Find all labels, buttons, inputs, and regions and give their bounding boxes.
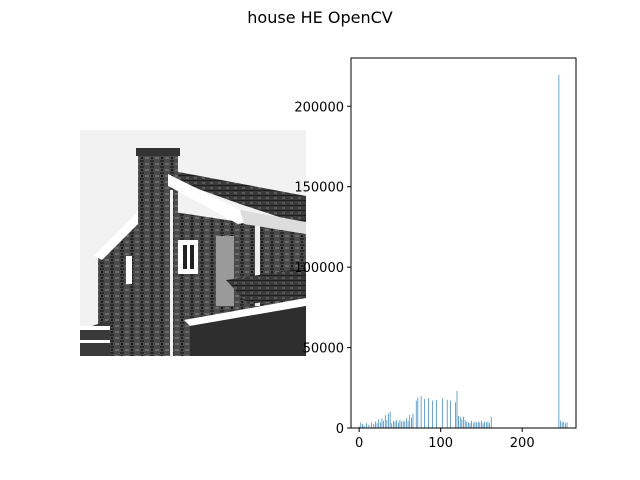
histogram-bar	[469, 423, 471, 428]
histogram-bar	[456, 391, 458, 428]
histogram-bar	[383, 420, 384, 428]
histogram-bar	[490, 416, 492, 428]
histogram-bar	[566, 422, 568, 428]
histogram-bar	[424, 399, 425, 428]
histogram-bar	[388, 413, 389, 428]
plot-frame	[350, 57, 577, 429]
histogram-bar	[477, 421, 479, 428]
histogram-bar	[402, 420, 404, 428]
histogram-bar	[391, 423, 393, 428]
x-axis: 0 100 200	[355, 428, 535, 451]
histogram-bar	[486, 422, 487, 428]
histogram-bar	[366, 423, 367, 428]
histogram-bar	[484, 421, 486, 428]
histogram-bar	[458, 415, 459, 428]
histogram-bar	[363, 425, 365, 428]
histogram-bar	[476, 422, 477, 428]
histogram-bar	[428, 398, 429, 428]
histogram-bar	[415, 400, 417, 428]
histogram-bar	[463, 416, 464, 428]
histogram-bar	[409, 415, 411, 428]
histogram-bar	[471, 420, 472, 428]
y-axis: 0 50000 100000 150000 200000	[294, 100, 351, 437]
histogram-bar	[417, 397, 419, 428]
histogram-bar	[561, 422, 563, 428]
histogram-bar	[396, 419, 397, 428]
y-tick-label: 100000	[294, 261, 344, 276]
histogram-bar	[358, 426, 360, 428]
histogram-bar	[389, 411, 391, 428]
histogram-bar	[481, 420, 482, 428]
y-tick-label: 0	[336, 422, 344, 437]
y-tick-label: 200000	[294, 100, 344, 115]
histogram-bar	[468, 422, 469, 428]
histogram-bar	[371, 422, 372, 428]
histogram-bar	[459, 416, 461, 428]
x-tick-label: 200	[510, 436, 535, 451]
histogram-bar	[487, 421, 489, 428]
histogram-bar	[455, 402, 456, 428]
histogram-bar	[461, 419, 463, 428]
histogram-bar	[394, 421, 396, 428]
histogram-bar	[466, 421, 468, 428]
histogram-bar	[482, 423, 484, 428]
histogram-bar	[432, 400, 433, 428]
histogram-bar	[407, 420, 409, 428]
histogram-bar	[436, 399, 437, 428]
histogram-bar	[441, 398, 443, 428]
histogram-bar	[474, 421, 476, 428]
histogram-bar	[450, 400, 451, 428]
histogram-bar	[360, 422, 362, 428]
histogram-bar	[411, 417, 412, 428]
histogram-bar	[368, 424, 370, 428]
histogram-bar	[446, 399, 448, 428]
histogram-bar	[406, 418, 407, 428]
histogram-bar	[386, 419, 388, 428]
histogram-bar	[558, 74, 560, 429]
histogram-bar	[565, 423, 566, 428]
histogram-bar	[464, 419, 466, 428]
histogram-bar	[472, 423, 474, 428]
y-tick-label: 50000	[303, 342, 344, 357]
figure-title: house HE OpenCV	[247, 8, 393, 27]
histogram-bar	[384, 415, 386, 428]
histogram-bar	[362, 423, 363, 428]
histogram-bar	[420, 395, 422, 428]
histogram-bar	[373, 423, 375, 428]
x-tick-label: 100	[428, 436, 453, 451]
histogram-bar	[399, 419, 401, 428]
histogram-bar	[381, 418, 383, 428]
histogram-bar	[375, 421, 376, 428]
histogram-bar	[397, 422, 399, 428]
histogram-bar	[401, 421, 402, 428]
histogram-bar	[479, 422, 481, 428]
histogram-bar	[393, 420, 394, 428]
histogram-bar	[378, 419, 380, 428]
histogram-bar	[412, 413, 414, 428]
histogram-bar	[404, 421, 406, 428]
histogram-bar	[380, 422, 381, 428]
histogram-bar	[376, 423, 378, 428]
histogram-bar	[560, 420, 561, 428]
house-photo	[80, 130, 306, 356]
histogram-bar	[489, 423, 490, 428]
histogram-bar	[563, 421, 565, 428]
y-tick-label: 150000	[294, 181, 344, 196]
histogram-bars	[358, 74, 568, 429]
x-tick-label: 0	[355, 436, 363, 451]
